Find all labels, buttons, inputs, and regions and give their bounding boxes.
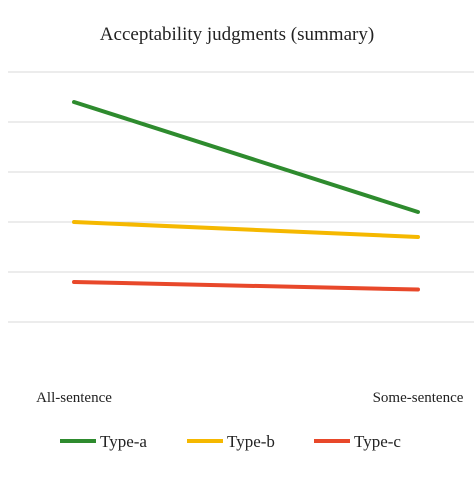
series-lines	[72, 100, 420, 292]
x-axis-tick-labels: All-sentence Some-sentence	[36, 390, 464, 406]
series-line-type-c	[72, 280, 420, 292]
series-line-type-b	[72, 220, 420, 239]
legend: Type-a Type-b Type-c	[60, 432, 401, 451]
series-line-type-a	[72, 100, 420, 214]
legend-label: Type-b	[227, 432, 275, 451]
chart-title: Acceptability judgments (summary)	[100, 24, 374, 45]
x-tick-label: Some-sentence	[373, 390, 464, 406]
x-tick-label: All-sentence	[36, 390, 112, 406]
legend-label: Type-c	[354, 432, 401, 451]
legend-label: Type-a	[100, 432, 147, 451]
